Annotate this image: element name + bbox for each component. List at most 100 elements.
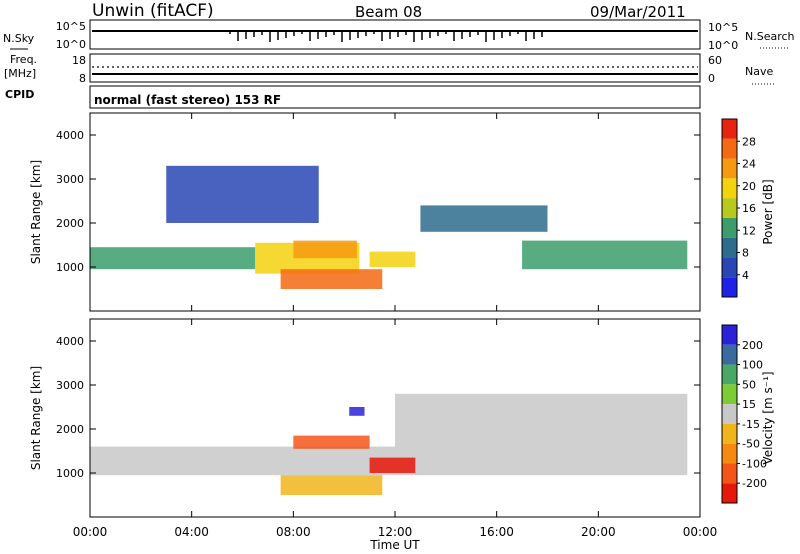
velocity-colorbar-label: Velocity [m s⁻¹] bbox=[761, 371, 775, 464]
xtick-label-5: 20:00 bbox=[581, 525, 616, 539]
noise-panel: N.Sky 10^5 10^0 10^5 10^0 N.Search bbox=[3, 19, 795, 52]
velocity-heatmap-cells bbox=[90, 393, 688, 495]
power-colorbar-label-0: 28 bbox=[742, 135, 756, 148]
velocity-ytick-label-0: 4000 bbox=[56, 335, 84, 348]
velocity-colorbar-label-5: -50 bbox=[742, 438, 760, 451]
power-colorbar-segment-2 bbox=[722, 237, 737, 258]
freq-panel-frame bbox=[89, 53, 701, 83]
date-title: 09/Mar/2011 bbox=[590, 3, 686, 21]
velocity-colorbar-segment-6 bbox=[722, 443, 737, 464]
xtick-label-4: 16:00 bbox=[479, 525, 514, 539]
velocity-region-2 bbox=[293, 435, 370, 449]
cpid-label: CPID bbox=[5, 88, 34, 101]
freq-right-tick-top: 60 bbox=[708, 54, 722, 67]
power-region-7 bbox=[166, 165, 319, 223]
velocity-region-1 bbox=[395, 393, 688, 476]
time-axis-label: Time UT bbox=[369, 538, 420, 552]
velocity-colorbar-label-6: -100 bbox=[742, 457, 767, 470]
power-colorbar-segment-4 bbox=[722, 198, 737, 218]
power-colorbar-label-4: 12 bbox=[742, 224, 756, 237]
nave-label: Nave bbox=[745, 65, 773, 78]
power-colorbar-segment-3 bbox=[722, 217, 737, 238]
noise-left-tick-bottom: 10^0 bbox=[56, 38, 86, 51]
power-ylabel: Slant Range [km] bbox=[29, 160, 43, 264]
time-axis: 00:00 04:00 08:00 12:00 16:00 20:00 00:00 bbox=[73, 113, 718, 539]
velocity-colorbar-segment-2 bbox=[722, 364, 737, 385]
power-colorbar-label-3: 16 bbox=[742, 202, 756, 215]
xtick-label-0: 00:00 bbox=[73, 525, 108, 539]
velocity-colorbar-label-0: 200 bbox=[742, 339, 763, 352]
xtick-label-1: 04:00 bbox=[174, 525, 209, 539]
cpid-panel: CPID normal (fast stereo) 153 RF bbox=[5, 85, 701, 109]
noise-spikes bbox=[229, 31, 543, 42]
noise-panel-frame bbox=[89, 19, 701, 50]
power-region-2 bbox=[293, 240, 357, 259]
power-colorbar-segment-5 bbox=[722, 178, 737, 199]
velocity-region-0 bbox=[90, 446, 395, 476]
power-region-0 bbox=[90, 247, 256, 270]
velocity-colorbar-segment-1 bbox=[722, 344, 737, 365]
power-region-4 bbox=[369, 251, 416, 267]
freq-left-tick-top: 18 bbox=[72, 54, 86, 67]
power-colorbar: 28 24 20 16 12 8 4 bbox=[721, 118, 756, 298]
power-ytick-label-2: 2000 bbox=[56, 217, 84, 230]
xtick-label-2: 08:00 bbox=[276, 525, 311, 539]
power-region-3 bbox=[280, 269, 383, 289]
power-ytick-label-0: 4000 bbox=[56, 129, 84, 142]
velocity-colorbar-segment-5 bbox=[722, 423, 737, 444]
velocity-colorbar-segment-3 bbox=[722, 384, 737, 405]
velocity-ytick-label-2: 2000 bbox=[56, 423, 84, 436]
power-colorbar-label: Power [dB] bbox=[761, 179, 775, 244]
velocity-colorbar-frame bbox=[721, 324, 738, 504]
power-colorbar-segment-0 bbox=[722, 277, 737, 297]
power-ytick-label-1: 3000 bbox=[56, 173, 84, 186]
velocity-region-4 bbox=[280, 475, 383, 495]
power-colorbar-segment-7 bbox=[722, 138, 737, 159]
noise-right-tick-bottom: 10^0 bbox=[708, 39, 738, 52]
velocity-colorbar-segment-0 bbox=[722, 325, 737, 345]
noise-left-label: N.Sky bbox=[3, 32, 35, 45]
velocity-region-3 bbox=[369, 457, 416, 473]
power-panel: 4000 3000 2000 1000 Slant Range [km] 28 24 20… bbox=[29, 112, 775, 312]
power-colorbar-segment-8 bbox=[722, 119, 737, 139]
freq-left-tick-bottom: 8 bbox=[79, 72, 86, 85]
power-colorbar-segment-1 bbox=[722, 257, 737, 278]
station-title: Unwin (fitACF) bbox=[92, 1, 214, 21]
velocity-colorbar-label-3: 15 bbox=[742, 398, 756, 411]
freq-left-label-2: [MHz] bbox=[4, 67, 36, 80]
xtick-label-3: 12:00 bbox=[378, 525, 413, 539]
velocity-yticks: 4000 3000 2000 1000 bbox=[56, 335, 700, 480]
velocity-panel: 4000 3000 2000 1000 Slant Range [km] 200 100… bbox=[29, 318, 775, 518]
velocity-region-5 bbox=[349, 407, 365, 416]
noise-right-label: N.Search bbox=[745, 30, 795, 43]
freq-left-label-1: Freq. bbox=[10, 53, 37, 66]
beam-title: Beam 08 bbox=[355, 3, 422, 21]
velocity-colorbar-label-2: 50 bbox=[742, 378, 756, 391]
velocity-colorbar-label-1: 100 bbox=[742, 359, 763, 372]
freq-panel: Freq. [MHz] 18 8 60 0 Nave bbox=[4, 53, 775, 85]
power-colorbar-label-2: 20 bbox=[742, 180, 756, 193]
noise-right-tick-top: 10^5 bbox=[708, 21, 738, 34]
power-ytick-label-3: 1000 bbox=[56, 261, 84, 274]
power-colorbar-segment-6 bbox=[722, 158, 737, 179]
velocity-colorbar: 200 100 50 15 -15 -50 -100 -200 bbox=[721, 324, 767, 504]
xtick-label-6: 00:00 bbox=[683, 525, 718, 539]
power-heatmap-cells bbox=[90, 165, 688, 289]
power-yticks: 4000 3000 2000 1000 bbox=[56, 129, 700, 274]
power-region-5 bbox=[420, 205, 548, 232]
velocity-ylabel: Slant Range [km] bbox=[29, 366, 43, 470]
velocity-colorbar-label-7: -200 bbox=[742, 477, 767, 490]
cpid-panel-frame bbox=[89, 85, 701, 109]
noise-left-tick-top: 10^5 bbox=[56, 20, 86, 33]
velocity-colorbar-segment-7 bbox=[722, 463, 737, 484]
velocity-colorbar-segment-4 bbox=[722, 404, 737, 424]
power-colorbar-label-6: 4 bbox=[742, 269, 749, 282]
velocity-colorbar-label-4: -15 bbox=[742, 418, 760, 431]
cpid-text: normal (fast stereo) 153 RF bbox=[94, 93, 281, 107]
power-colorbar-label-1: 24 bbox=[742, 158, 756, 171]
velocity-ytick-label-1: 3000 bbox=[56, 379, 84, 392]
power-colorbar-label-5: 8 bbox=[742, 247, 749, 260]
power-region-6 bbox=[522, 240, 688, 270]
freq-right-tick-bottom: 0 bbox=[708, 72, 715, 85]
